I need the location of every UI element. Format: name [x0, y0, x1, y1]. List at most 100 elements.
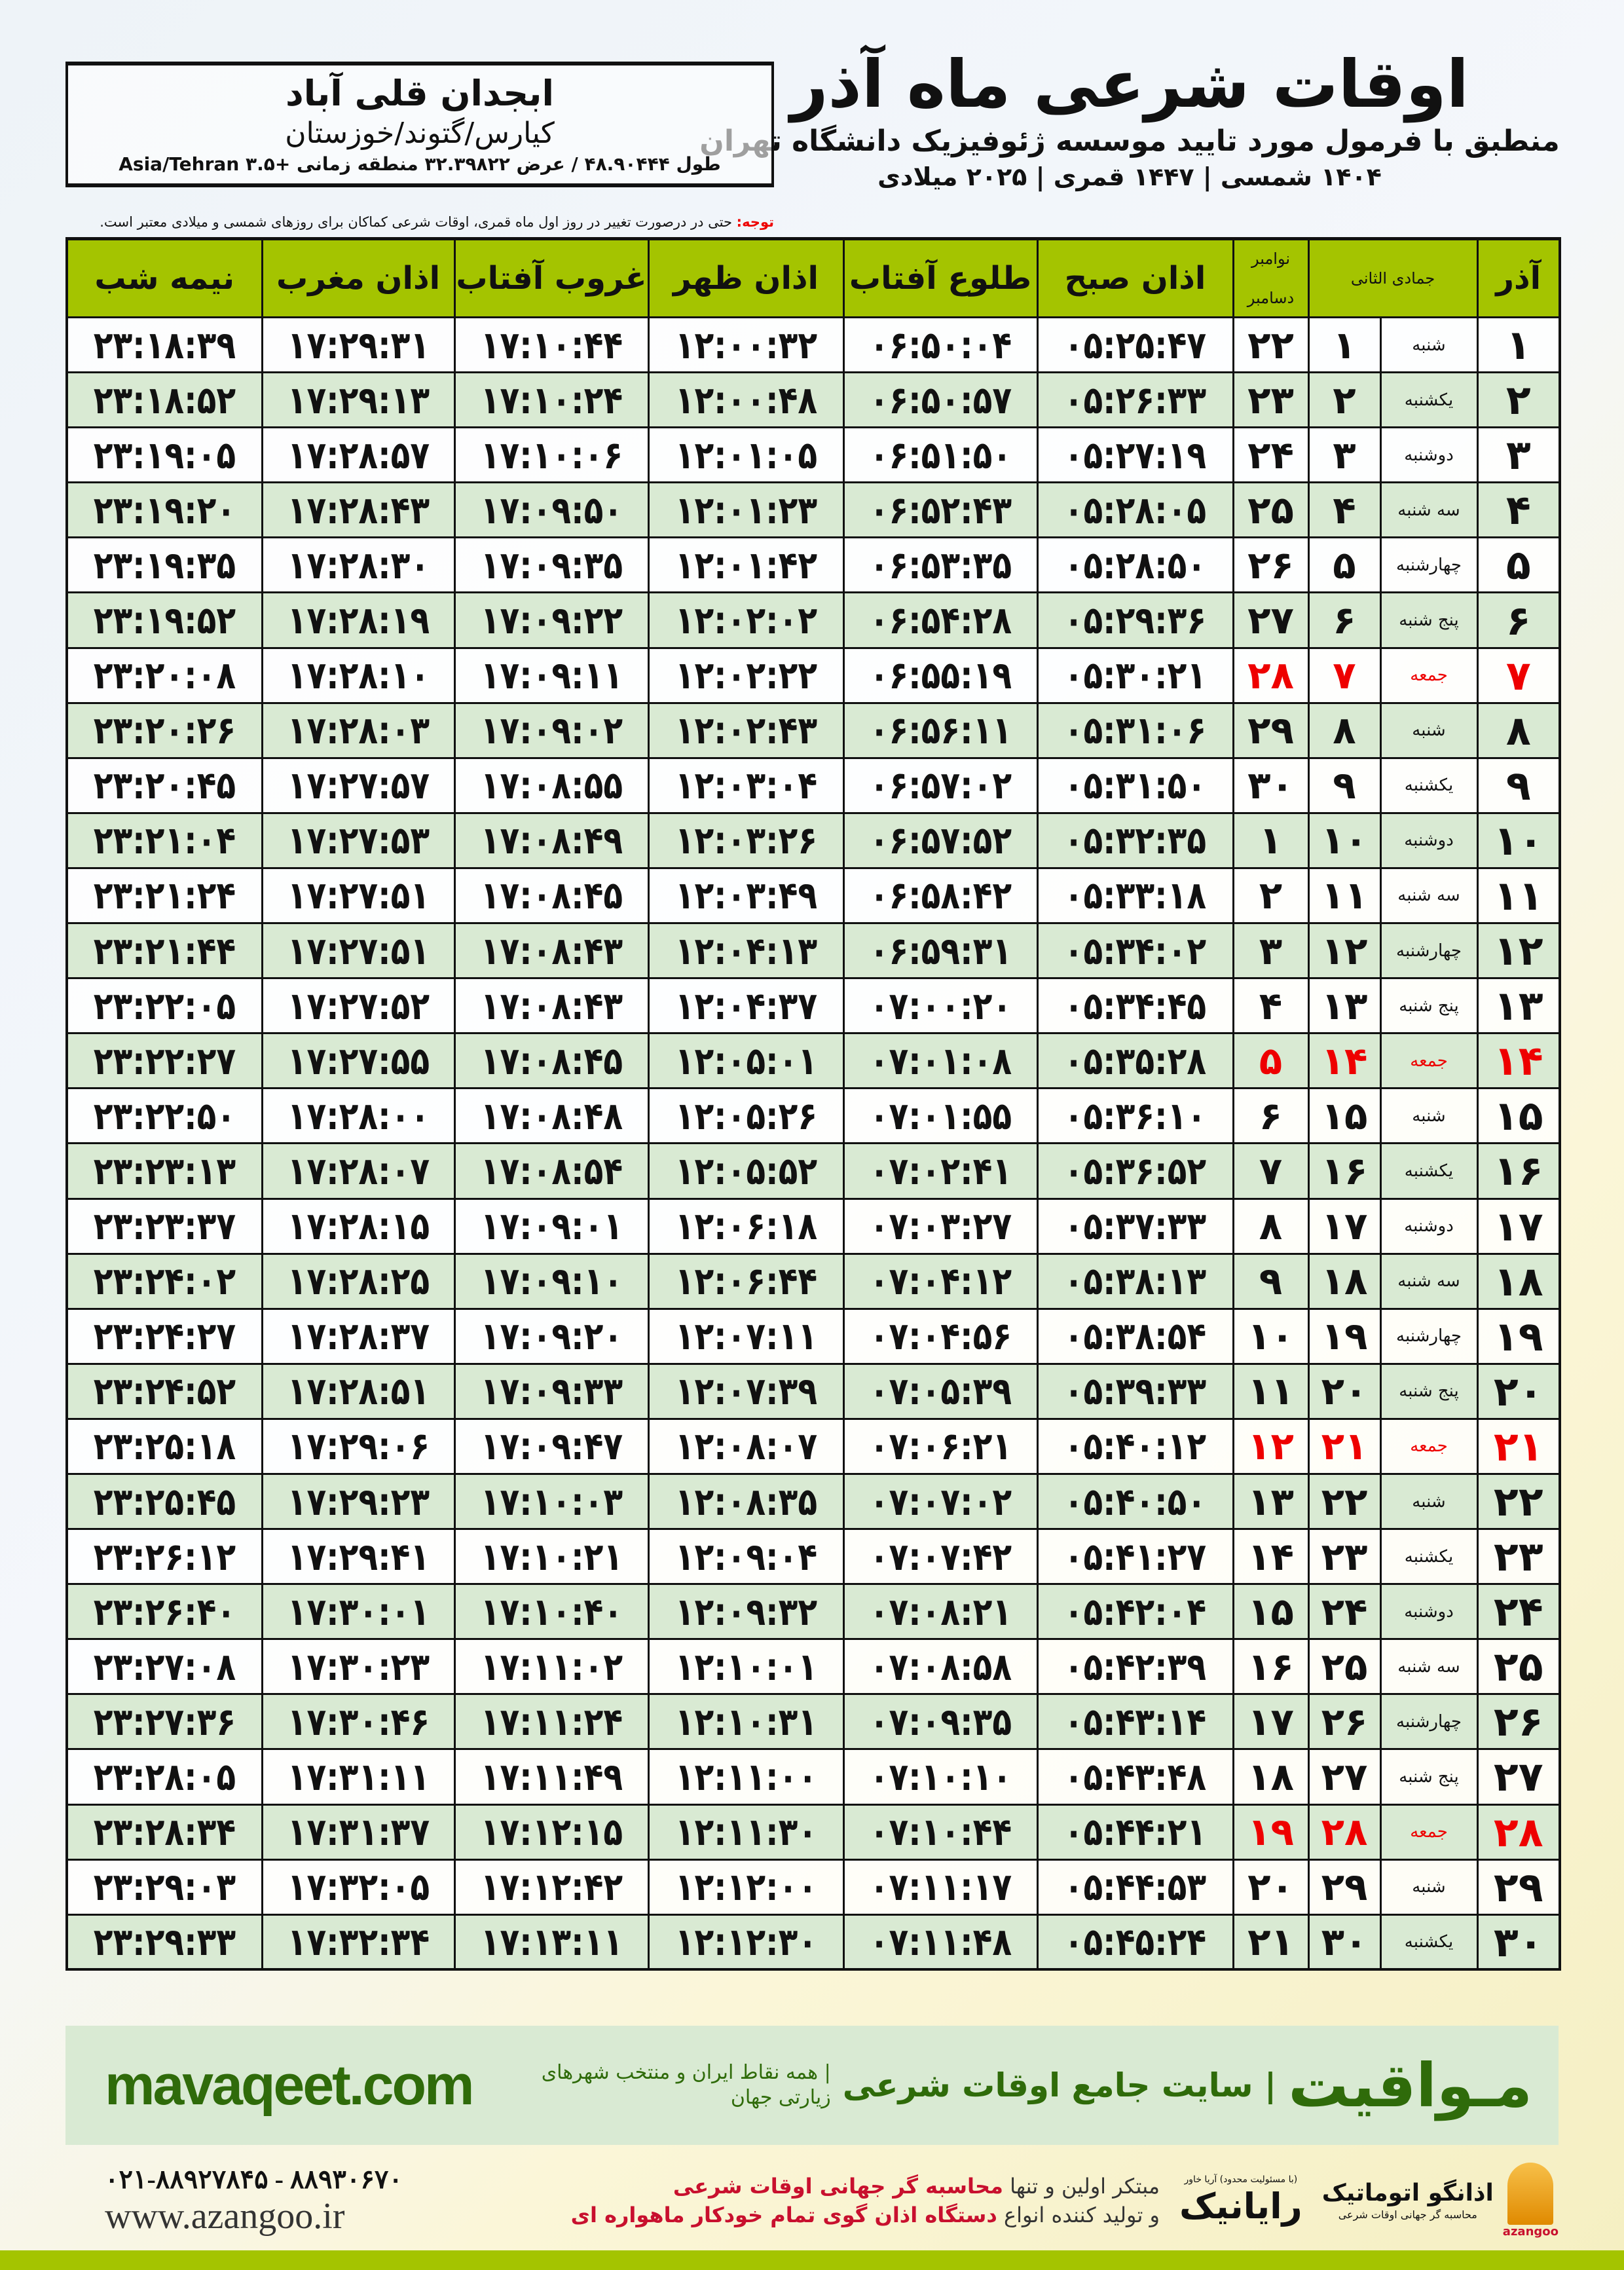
cell-midnight: ۲۳:۲۶:۴۰ — [65, 1583, 263, 1641]
phone-numbers: ۰۲۱-۸۸۹۲۷۸۴۵ - ۸۸۹۳۰۶۷۰ — [105, 2165, 403, 2194]
cell-hijri-day: ۱۸ — [1307, 1252, 1382, 1310]
cell-greg-day: ۱ — [1232, 811, 1310, 869]
time-value: ۱۲:۱۱:۰۰ — [674, 1754, 817, 1799]
time-value: ۱۷:۲۸:۱۵ — [287, 1204, 430, 1249]
time-value: ۰۷:۰۸:۵۸ — [869, 1644, 1012, 1689]
time-value: ۲۳:۲۴:۰۲ — [93, 1259, 236, 1304]
cell-day: ۳ — [1476, 426, 1561, 484]
cell-greg-day: ۱۶ — [1232, 1638, 1310, 1696]
cell-fajr: ۰۵:۳۶:۵۲ — [1036, 1142, 1234, 1200]
cell-weekday: یکشنبه — [1379, 1142, 1479, 1200]
cell-hijri-day: ۲۲ — [1307, 1472, 1382, 1531]
time-value: ۰۶:۵۰:۰۴ — [869, 322, 1012, 367]
table-row: ۸ شنبه ۸ ۲۹ ۰۵:۳۱:۰۶ ۰۶:۵۶:۱۱ ۱۲:۰۲:۴۳ ۱۷:۰۹:۰۲… — [65, 701, 1561, 759]
time-value: ۱۲:۰۵:۲۶ — [674, 1093, 817, 1138]
cell-maghrib: ۱۷:۲۸:۵۱ — [261, 1362, 456, 1420]
time-value: ۲۳:۲۸:۳۴ — [93, 1810, 236, 1855]
cell-midnight: ۲۳:۲۰:۲۶ — [65, 701, 263, 759]
cell-fajr: ۰۵:۴۳:۴۸ — [1036, 1748, 1234, 1806]
time-value: ۰۷:۰۱:۰۸ — [869, 1038, 1012, 1083]
cell-weekday: شنبه — [1379, 1472, 1479, 1531]
cell-maghrib: ۱۷:۲۸:۴۳ — [261, 481, 456, 539]
time-value: ۱۷:۰۹:۵۰ — [480, 487, 623, 532]
cell-sunset: ۱۷:۰۹:۲۲ — [453, 591, 650, 649]
cell-dhuhr: ۱۲:۰۸:۰۷ — [647, 1417, 845, 1475]
cell-fajr: ۰۵:۴۲:۳۹ — [1036, 1638, 1234, 1696]
cell-fajr: ۰۵:۳۵:۲۸ — [1036, 1032, 1234, 1090]
time-value: ۱۷:۱۰:۴۰ — [480, 1589, 623, 1634]
cell-fajr: ۰۵:۳۲:۳۵ — [1036, 811, 1234, 869]
time-value: ۰۵:۳۵:۲۸ — [1063, 1038, 1207, 1083]
cell-hijri-day: ۱۷ — [1307, 1197, 1382, 1255]
cell-dhuhr: ۱۲:۰۲:۰۲ — [647, 591, 845, 649]
prayer-times-table: آذر جمادی الثانی نوامبر دسامبر اذان صبح ط… — [65, 237, 1561, 1971]
time-value: ۰۵:۳۶:۵۲ — [1063, 1148, 1207, 1193]
cell-greg-day: ۲۲ — [1232, 316, 1310, 374]
cell-maghrib: ۱۷:۳۰:۲۳ — [261, 1638, 456, 1696]
time-value: ۱۷:۲۸:۱۰ — [287, 653, 430, 698]
time-value: ۱۲:۰۷:۱۱ — [674, 1314, 817, 1359]
time-value: ۲۳:۲۶:۱۲ — [93, 1534, 236, 1579]
time-value: ۰۶:۵۵:۱۹ — [869, 653, 1012, 698]
time-value: ۲۳:۲۱:۲۴ — [93, 873, 236, 918]
time-value: ۱۲:۰۶:۱۸ — [674, 1204, 817, 1249]
cell-midnight: ۲۳:۲۱:۲۴ — [65, 866, 263, 925]
footer-banner: mavaqeet.com مـواقیت | سایت جامع اوقات ش… — [65, 2026, 1559, 2145]
cell-greg-day: ۲۳ — [1232, 371, 1310, 429]
time-value: ۰۵:۴۰:۱۲ — [1063, 1424, 1207, 1469]
cell-sunrise: ۰۷:۰۱:۵۵ — [842, 1087, 1039, 1145]
azangoo-text: اذانگو اتوماتیک محاسبه گر جهانی اوقات شر… — [1322, 2179, 1494, 2222]
azangoo-block: azangoo اذانگو اتوماتیک محاسبه گر جهانی … — [1322, 2162, 1559, 2239]
cell-sunrise: ۰۷:۰۸:۵۸ — [842, 1638, 1039, 1696]
time-value: ۰۷:۰۳:۲۷ — [869, 1204, 1012, 1249]
cell-greg-day: ۲۷ — [1232, 591, 1310, 649]
cell-day: ۵ — [1476, 536, 1561, 594]
time-value: ۱۷:۲۸:۰۷ — [287, 1148, 430, 1193]
cell-midnight: ۲۳:۱۸:۵۲ — [65, 371, 263, 429]
table-row: ۱۵ شنبه ۱۵ ۶ ۰۵:۳۶:۱۰ ۰۷:۰۱:۵۵ ۱۲:۰۵:۲۶ ۱۷:۰۸:۴… — [65, 1087, 1561, 1145]
cell-dhuhr: ۱۲:۰۶:۴۴ — [647, 1252, 845, 1310]
cell-sunset: ۱۷:۱۱:۲۴ — [453, 1693, 650, 1751]
cell-greg-day: ۶ — [1232, 1087, 1310, 1145]
time-value: ۰۵:۲۸:۵۰ — [1063, 542, 1207, 587]
cell-dhuhr: ۱۲:۱۰:۰۱ — [647, 1638, 845, 1696]
cell-maghrib: ۱۷:۲۷:۵۱ — [261, 922, 456, 980]
time-value: ۲۳:۱۸:۵۲ — [93, 377, 236, 422]
time-value: ۱۷:۲۷:۵۷ — [287, 763, 430, 808]
time-value: ۱۷:۲۸:۵۱ — [287, 1369, 430, 1414]
time-value: ۰۷:۰۲:۴۱ — [869, 1148, 1012, 1193]
cell-maghrib: ۱۷:۲۸:۳۰ — [261, 536, 456, 594]
cell-sunset: ۱۷:۰۸:۴۵ — [453, 1032, 650, 1090]
cell-greg-day: ۵ — [1232, 1032, 1310, 1090]
time-value: ۲۳:۲۴:۲۷ — [93, 1314, 236, 1359]
cell-midnight: ۲۳:۲۸:۰۵ — [65, 1748, 263, 1806]
cell-hijri-day: ۲۸ — [1307, 1803, 1382, 1861]
cell-hijri-day: ۱۴ — [1307, 1032, 1382, 1090]
cell-fajr: ۰۵:۲۷:۱۹ — [1036, 426, 1234, 484]
time-value: ۱۷:۰۹:۲۲ — [480, 598, 623, 643]
time-value: ۱۲:۰۹:۳۲ — [674, 1589, 817, 1634]
cell-fajr: ۰۵:۴۱:۲۷ — [1036, 1528, 1234, 1586]
cell-maghrib: ۱۷:۲۸:۱۹ — [261, 591, 456, 649]
time-value: ۰۵:۴۲:۰۴ — [1063, 1589, 1207, 1634]
time-value: ۱۲:۱۱:۳۰ — [674, 1810, 817, 1855]
header-block: اوقات شرعی ماه آذر منطبق با فرمول مورد ت… — [699, 46, 1559, 194]
cell-maghrib: ۱۷:۲۷:۵۲ — [261, 977, 456, 1035]
cell-weekday: چهارشنبه — [1379, 1307, 1479, 1365]
cell-day: ۱۹ — [1476, 1307, 1561, 1365]
cell-weekday: جمعه — [1379, 1803, 1479, 1861]
cell-hijri-day: ۲۳ — [1307, 1528, 1382, 1586]
contact-block: ۰۲۱-۸۸۹۲۷۸۴۵ - ۸۸۹۳۰۶۷۰ www.azangoo.ir — [65, 2164, 403, 2237]
time-value: ۱۲:۰۷:۳۹ — [674, 1369, 817, 1414]
cell-dhuhr: ۱۲:۰۹:۳۲ — [647, 1583, 845, 1641]
time-value: ۰۵:۲۸:۰۵ — [1063, 487, 1207, 532]
cell-sunrise: ۰۶:۵۹:۳۱ — [842, 922, 1039, 980]
table-row: ۲۷ پنج شنبه ۲۷ ۱۸ ۰۵:۴۳:۴۸ ۰۷:۱۰:۱۰ ۱۲:۱۱:۰۰ ۱۷… — [65, 1748, 1561, 1806]
azangoo-url-link[interactable]: www.azangoo.ir — [105, 2196, 345, 2237]
cell-dhuhr: ۱۲:۰۵:۲۶ — [647, 1087, 845, 1145]
cell-day: ۲۲ — [1476, 1472, 1561, 1531]
time-value: ۲۳:۲۳:۳۷ — [93, 1204, 236, 1249]
time-value: ۱۲:۰۳:۲۶ — [674, 818, 817, 863]
time-value: ۰۵:۳۳:۱۸ — [1063, 873, 1207, 918]
site-url-link[interactable]: mavaqeet.com — [105, 2053, 475, 2117]
